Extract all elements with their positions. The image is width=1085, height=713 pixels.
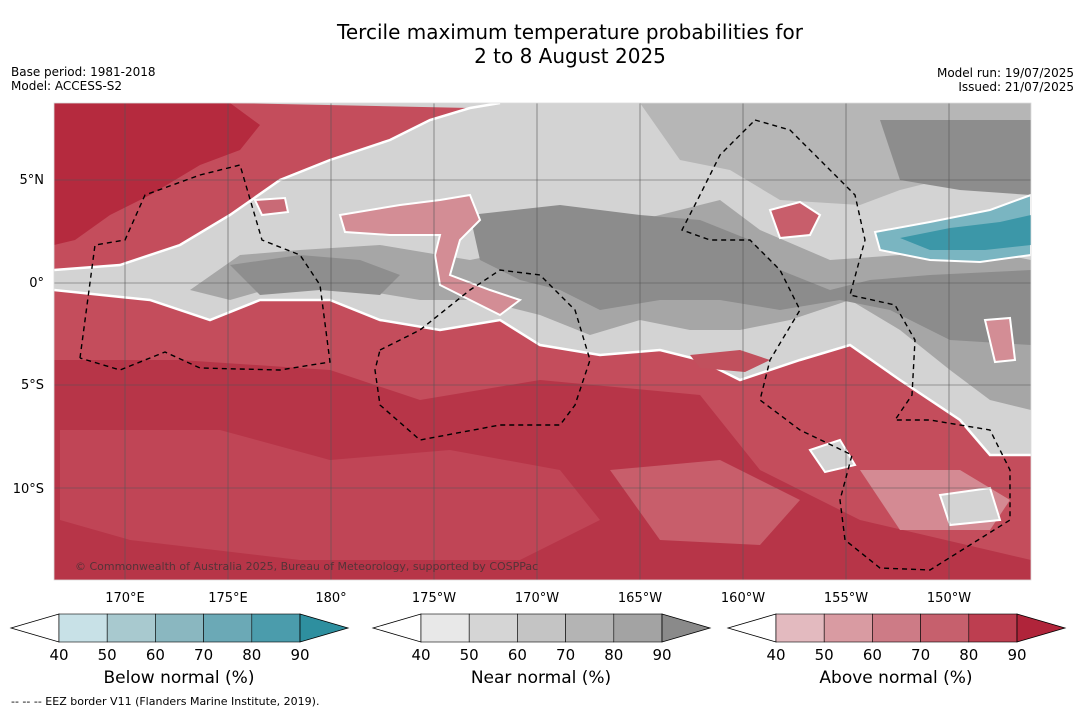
colorbar-above-min-extend: [726, 613, 777, 643]
colorbar-below-max-extend: [299, 613, 350, 643]
probability-field: [54, 103, 1031, 580]
lon-label-180: 180°: [315, 591, 346, 606]
title-line-2: 2 to 8 August 2025: [474, 44, 666, 68]
near-normal-pocket-se: [938, 486, 1002, 527]
near-normal-contour-south: [54, 288, 1031, 457]
eez-legend-note: -- -- -- EEZ border V11 (Flanders Marine…: [11, 695, 320, 708]
colorbar-below-segment-2: [155, 613, 204, 643]
colorbar-below-segment-4: [251, 613, 301, 643]
lon-label-170e: 170°E: [105, 591, 145, 606]
colorbar-near-min-extend: [371, 613, 422, 643]
colorbar-above-tick-label: 80: [959, 646, 978, 664]
colorbar-near-segment-3: [565, 613, 615, 643]
lon-label-170w: 170°W: [515, 591, 559, 606]
near-normal-pocket-s: [808, 438, 857, 474]
colorbar-below-min-extend: [9, 613, 60, 643]
colorbar-near-segment-0: [420, 613, 470, 643]
colorbar-near-segment-2: [517, 613, 566, 643]
colorbar-title-near: Near normal (%): [470, 668, 612, 688]
colorbar-title-above: Above normal (%): [819, 668, 973, 688]
lat-labels: 5°N 0° 5°S 10°S: [13, 173, 44, 497]
colorbar-near-tick-label: 80: [604, 646, 623, 664]
colorbar-below-segment-3: [203, 613, 253, 643]
colorbar-near-tick-label: 70: [556, 646, 575, 664]
colorbar-above-tick-label: 70: [911, 646, 930, 664]
eez-border-east: [681, 119, 1011, 571]
model-name: Model: ACCESS-S2: [11, 79, 123, 93]
lon-label-175w: 175°W: [412, 591, 456, 606]
colorbar-below-tick-label: 70: [194, 646, 213, 664]
colorbar-below-tick-label: 90: [290, 646, 309, 664]
colorbar-below-segment-1: [106, 613, 156, 643]
lat-label-10s: 10°S: [13, 482, 44, 497]
near-normal-high-west: [230, 255, 400, 295]
colorbar-above-tick-label: 50: [815, 646, 834, 664]
colorbar-above-max-extend: [1016, 613, 1067, 643]
near-normal-high-core: [470, 205, 1031, 345]
colorbar-below-tick-label: 60: [146, 646, 165, 664]
colorbar-above-segment-3: [920, 613, 970, 643]
colorbar-above-segment-4: [968, 613, 1018, 643]
run-info: Model run: 19/07/2025 Issued: 21/07/2025: [937, 66, 1074, 94]
above-normal-pocket-w: [253, 196, 290, 217]
colorbar-group: 40 50 60 70 80 90 40 50 60 70 80 90 40 50 60 70 80 90: [9, 613, 1067, 664]
lon-label-155w: 155°W: [824, 591, 868, 606]
above-normal-mid-south: [60, 430, 600, 560]
colorbar-above-segment-2: [872, 613, 921, 643]
above-normal-pocket-central: [338, 193, 523, 317]
lon-label-160w: 160°W: [721, 591, 765, 606]
colorbar-above-segment-1: [823, 613, 873, 643]
colorbar-above-tick-label: 40: [766, 646, 785, 664]
colorbar-title-below: Below normal (%): [103, 668, 255, 688]
colorbar-below-segment-0: [58, 613, 108, 643]
title-line-1: Tercile maximum temperature probabilitie…: [337, 20, 803, 44]
colorbar-near-max-extend: [661, 613, 712, 643]
lon-label-175e: 175°E: [208, 591, 248, 606]
colorbar-near-tick-label: 40: [411, 646, 430, 664]
near-normal-contour-north: [54, 103, 501, 272]
lon-label-165w: 165°W: [618, 591, 662, 606]
colorbar-near-segment-4: [613, 613, 663, 643]
colorbar-near-tick-label: 60: [508, 646, 527, 664]
above-normal-patch: [610, 460, 800, 545]
above-normal-pocket-e: [983, 316, 1017, 364]
colorbar-near-tick-label: 50: [460, 646, 479, 664]
map-title: Tercile maximum temperature probabilitie…: [0, 20, 1085, 68]
eez-borders: [79, 119, 1011, 571]
colorbar-above-tick-label: 90: [1007, 646, 1026, 664]
colorbar-above-segment-0: [775, 613, 825, 643]
lat-label-0: 0°: [29, 276, 44, 291]
copyright-notice: © Commonwealth of Australia 2025, Bureau…: [75, 560, 538, 573]
below-normal-core: [900, 215, 1031, 250]
lat-label-5n: 5°N: [20, 173, 45, 188]
model-info: Base period: 1981-2018 Model: ACCESS-S2: [11, 65, 156, 93]
near-normal-high-ne: [880, 120, 1031, 195]
base-period: Base period: 1981-2018: [11, 65, 156, 79]
map-frame: [53, 102, 1032, 581]
colorbar-below-tick-label: 50: [98, 646, 117, 664]
eez-border-central: [374, 269, 591, 441]
colorbar-near-tick-label: 90: [652, 646, 671, 664]
colorbar-below-tick-label: 40: [49, 646, 68, 664]
lon-labels: 170°E 175°E 180° 175°W 170°W 165°W 160°W…: [105, 591, 971, 606]
above-normal-pocket-s: [690, 350, 770, 372]
above-normal-high-nw: [54, 103, 260, 245]
colorbar-near-segment-1: [468, 613, 518, 643]
colorbar-above-tick-label: 60: [863, 646, 882, 664]
colorbar-below-tick-label: 80: [242, 646, 261, 664]
lat-label-5s: 5°S: [21, 378, 44, 393]
lon-label-150w: 150°W: [927, 591, 971, 606]
model-run: Model run: 19/07/2025: [936, 66, 1074, 80]
graticule: [54, 103, 1031, 580]
issued-date: Issued: 21/07/2025: [958, 80, 1074, 94]
above-normal-pocket-ne: [768, 200, 822, 240]
